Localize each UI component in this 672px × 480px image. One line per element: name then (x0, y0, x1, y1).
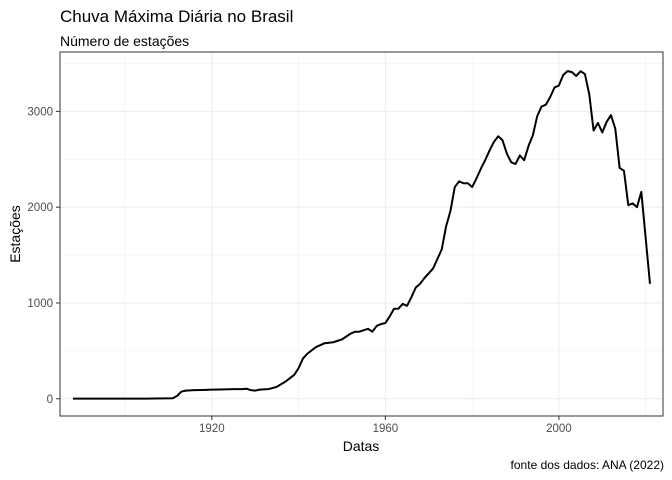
y-axis-title: Estações (7, 205, 23, 263)
y-tick-label: 1000 (27, 298, 53, 310)
grid-minor (60, 52, 663, 416)
x-tick-label: 1960 (373, 423, 399, 435)
x-axis-ticks: 1920 1960 2000 (199, 416, 572, 435)
y-tick-label: 0 (47, 394, 53, 406)
x-tick-label: 1920 (199, 423, 225, 435)
chart-title: Chuva Máxima Diária no Brasil (60, 7, 294, 26)
chart-subtitle: Número de estações (60, 33, 190, 49)
x-tick-label: 2000 (546, 423, 572, 435)
series-line (73, 70, 651, 400)
y-axis-ticks: 0 1000 2000 3000 (27, 106, 60, 406)
plot-panel-border (59, 51, 664, 417)
plot-panel-background (60, 52, 663, 416)
data-source-caption: fonte dos dados: ANA (2022) (510, 458, 664, 472)
y-tick-label: 2000 (27, 202, 53, 214)
x-axis-title: Datas (343, 438, 380, 454)
grid-major (60, 52, 663, 416)
y-tick-label: 3000 (27, 106, 53, 118)
